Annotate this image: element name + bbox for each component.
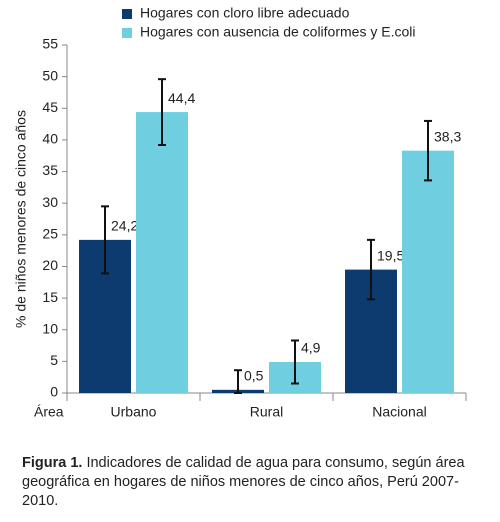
legend-swatch (122, 9, 132, 19)
x-tick-label: Nacional (372, 404, 426, 420)
error-bar (424, 119, 432, 182)
error-bar (367, 238, 375, 301)
error-bar (234, 369, 242, 394)
legend-label: Hogares con cloro libre adecuado (140, 5, 350, 21)
y-tick-label: 20 (42, 257, 58, 273)
y-tick-label: 0 (50, 384, 58, 400)
bar (402, 150, 454, 393)
value-label: 19,5 (377, 247, 404, 263)
value-label: 44,4 (168, 90, 195, 106)
chart: % de niños menores de cinco años Área 0 5… (13, 5, 467, 420)
value-label: 24,2 (111, 218, 138, 234)
error-bar (101, 205, 109, 275)
error-bar (291, 339, 299, 385)
legend-label: Hogares con ausencia de coliformes y E.c… (140, 24, 415, 40)
caption: Figura 1. Indicadores de calidad de agua… (22, 454, 482, 511)
error-bar (158, 78, 166, 146)
y-tick-label: 35 (42, 162, 58, 178)
x-tick-label: Urbano (111, 404, 157, 420)
x-tick-label: Rural (250, 404, 283, 420)
y-tick-label: 25 (42, 226, 58, 242)
legend-swatch (122, 28, 132, 38)
y-tick-label: 40 (42, 131, 58, 147)
y-tick-label: 5 (50, 352, 58, 368)
y-tick-label: 30 (42, 194, 58, 210)
x-axis-label: Área (34, 404, 64, 420)
caption-label: Figura 1. (22, 455, 83, 471)
value-label: 38,3 (434, 128, 461, 144)
y-tick-label: 15 (42, 289, 58, 305)
y-tick-label: 55 (42, 36, 58, 52)
y-tick-label: 45 (42, 99, 58, 115)
caption-text: Indicadores de calidad de agua para cons… (22, 455, 465, 509)
value-label: 4,9 (301, 340, 321, 356)
y-axis-label: % de niños menores de cinco años (13, 110, 29, 328)
y-tick-label: 10 (42, 320, 58, 336)
y-tick-label: 50 (42, 67, 58, 83)
bar (136, 112, 188, 393)
value-label: 0,5 (244, 368, 264, 384)
